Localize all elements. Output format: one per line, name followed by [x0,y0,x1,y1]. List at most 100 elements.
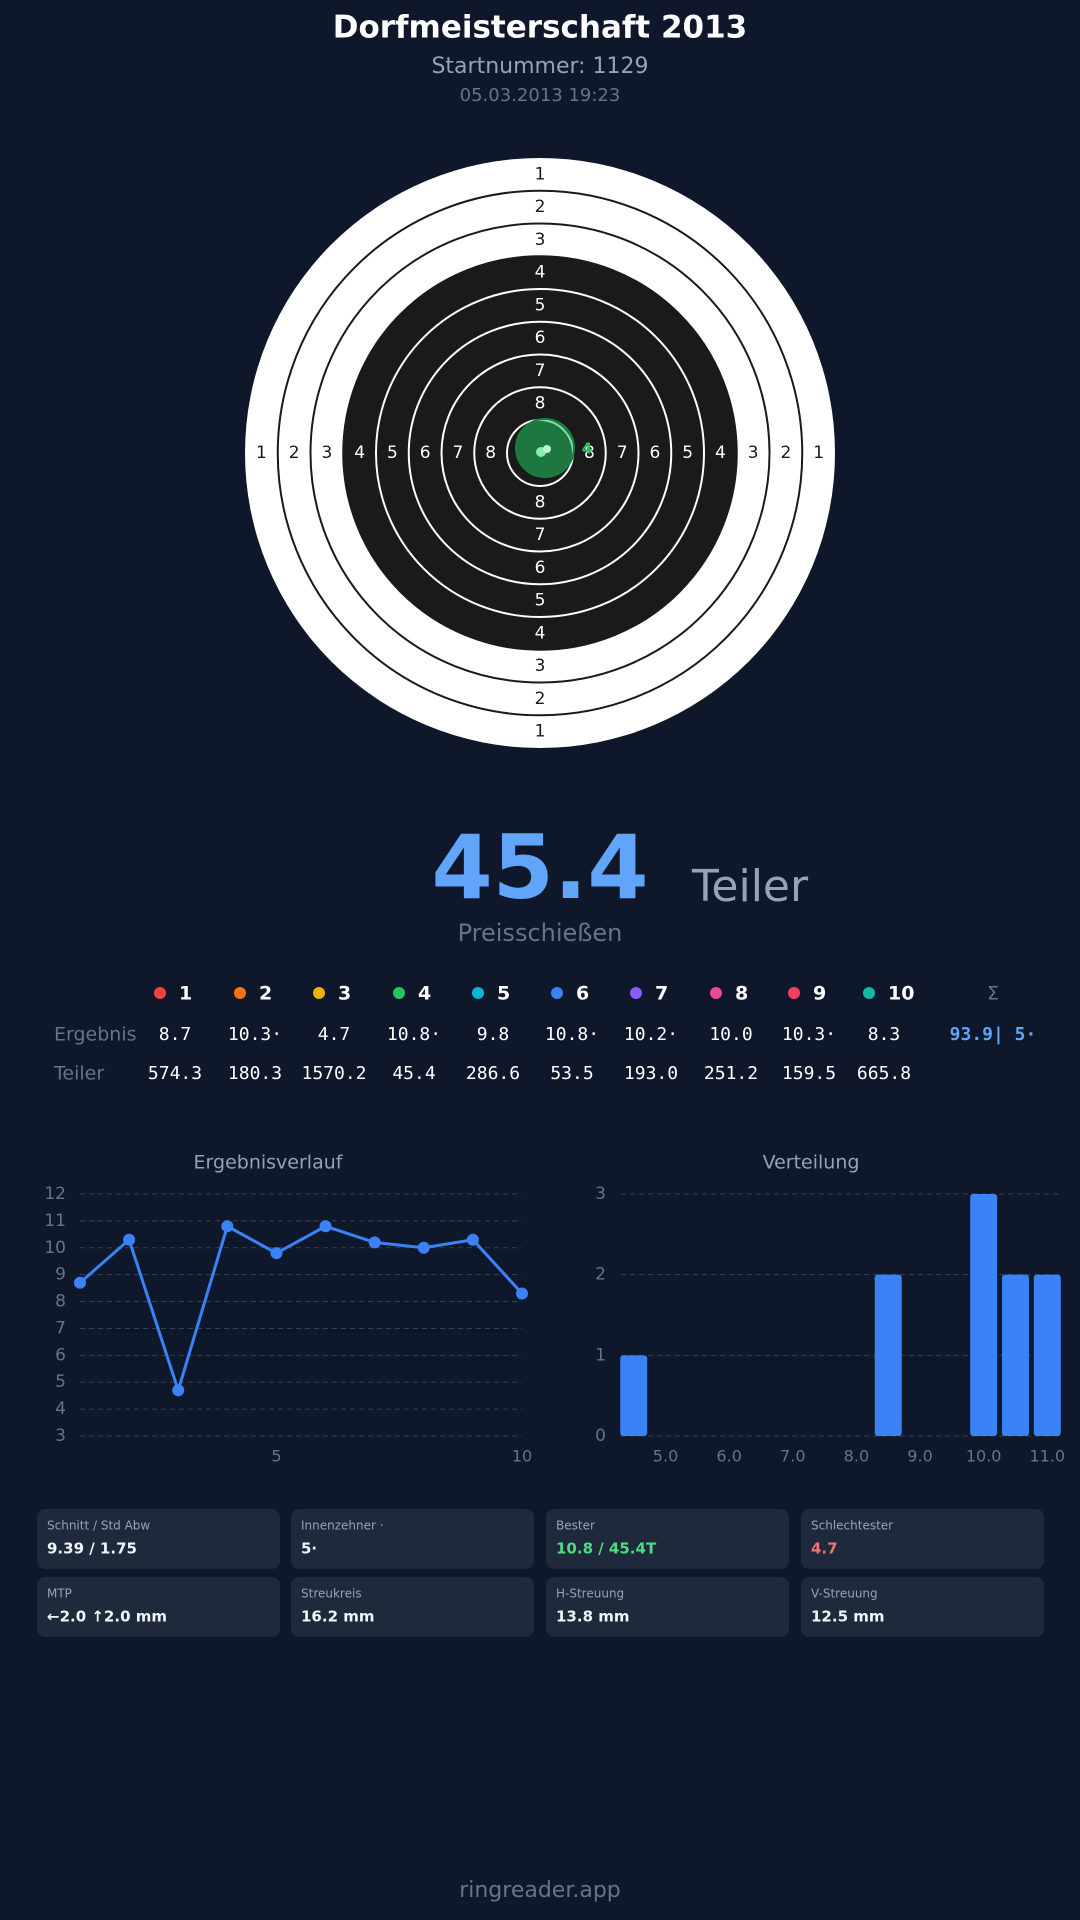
stat-card [291,1509,534,1569]
x-tick-label: 7.0 [780,1447,805,1466]
table-cell: 4.7 [318,1024,351,1045]
table-cell: 1570.2 [301,1063,366,1084]
bar [874,1274,902,1436]
ring-label: 2 [289,443,300,463]
line-point [221,1220,234,1233]
line-point [368,1236,381,1249]
bar [970,1194,998,1436]
stat-label: MTP [47,1587,72,1601]
table-cell: 159.5 [782,1063,836,1084]
shot-dot [551,987,563,999]
stat-label: H-Streuung [556,1587,624,1601]
ring-label: 4 [535,623,546,643]
table-cell: 10.2· [624,1024,678,1045]
title: Dorfmeisterschaft 2013 [333,10,748,46]
line-point [270,1247,283,1260]
table-cell: 93.9| 5· [950,1024,1037,1045]
y-tick-label: 1 [595,1345,606,1365]
y-tick-label: 9 [55,1265,66,1285]
x-tick-label: 11.0 [1029,1447,1065,1466]
stat-label: V-Streuung [811,1587,878,1601]
table-cell: 9.8 [477,1024,510,1045]
ring-label: 7 [617,443,628,463]
table-cell: 193.0 [624,1063,678,1084]
column-label: 4 [418,983,431,1005]
ring-label: 8 [535,394,546,414]
stat-card [291,1577,534,1637]
line-point [172,1384,185,1397]
column-label: 2 [259,983,272,1005]
score-unit: Teiler [691,861,809,912]
ring-label: 3 [748,443,759,463]
table-cell: 8.3 [868,1024,901,1045]
column-label: 8 [735,983,748,1005]
stat-label: Innenzehner · [301,1519,384,1533]
table-cell: 251.2 [704,1063,758,1084]
table-cell: 10.8· [387,1024,441,1045]
table-cell: 10.0 [709,1024,752,1045]
stat-card [37,1509,280,1569]
bar [620,1355,648,1436]
ring-label: 3 [321,443,332,463]
shot-dot [393,987,405,999]
row-label: Ergebnis [54,1024,137,1046]
table-cell: 53.5 [550,1063,593,1084]
x-tick-label: 9.0 [907,1447,932,1466]
y-tick-label: 3 [595,1184,606,1204]
shot-dot [313,987,325,999]
ring-label: 5 [682,443,693,463]
table-cell: 10.3· [228,1024,282,1045]
chart-title: Ergebnisverlauf [194,1152,344,1174]
stat-value: 16.2 mm [301,1608,375,1626]
shot-dot [710,987,722,999]
shot-dot [630,987,642,999]
stat-value: ←2.0 ↑2.0 mm [47,1608,167,1626]
ring-label: 4 [715,443,726,463]
ring-label: 2 [535,197,546,217]
ring-label: 8 [535,492,546,512]
stat-card [37,1577,280,1637]
ring-label: 5 [535,591,546,611]
footer: ringreader.app [459,1878,621,1903]
stat-value: 10.8 / 45.4T [556,1540,657,1558]
line-point [123,1233,136,1246]
stat-value: 9.39 / 1.75 [47,1540,137,1558]
ring-label: 8 [584,443,595,463]
y-tick-label: 6 [55,1345,66,1365]
shot-label: 4 [582,440,592,458]
stat-card [801,1509,1044,1569]
y-tick-label: 10 [44,1238,66,1258]
column-label: 10 [888,983,914,1005]
stat-card [546,1577,789,1637]
y-tick-label: 8 [55,1292,66,1312]
ring-label: 1 [535,722,546,742]
stat-value: 13.8 mm [556,1608,630,1626]
ring-label: 1 [813,443,824,463]
column-label: 9 [813,983,826,1005]
shot-dot [788,987,800,999]
table-cell: 10.3· [782,1024,836,1045]
ring-label: 6 [649,443,660,463]
line-point [466,1233,479,1246]
shot-dot [863,987,875,999]
bar [1033,1274,1061,1436]
stat-card [801,1577,1044,1637]
shot-dot [472,987,484,999]
ring-label: 7 [452,443,463,463]
bar [1001,1274,1029,1436]
column-label: 5 [497,983,510,1005]
table-cell: 45.4 [392,1063,435,1084]
stat-label: Streukreis [301,1587,362,1601]
stat-label: Schlechtester [811,1519,893,1533]
ring-label: 3 [535,230,546,250]
column-label: 1 [179,983,192,1005]
x-tick-label: 5.0 [653,1447,678,1466]
shot-dot [234,987,246,999]
y-tick-label: 2 [595,1265,606,1285]
y-tick-label: 3 [55,1426,66,1446]
column-label: 3 [338,983,351,1005]
stat-value: 5· [301,1540,317,1558]
line-point [319,1220,332,1233]
